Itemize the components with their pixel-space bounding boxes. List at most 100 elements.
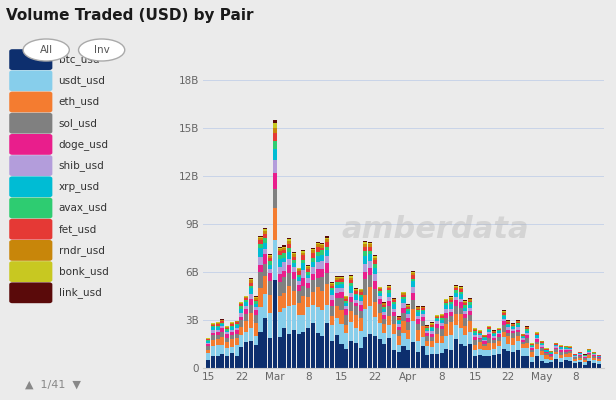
Bar bbox=[254, 300, 257, 302]
Bar bbox=[263, 230, 267, 232]
Bar bbox=[440, 336, 444, 343]
Bar bbox=[311, 274, 315, 280]
Bar bbox=[349, 341, 353, 368]
Bar bbox=[535, 335, 539, 338]
Bar bbox=[392, 334, 396, 350]
Bar bbox=[535, 333, 539, 334]
Bar bbox=[296, 281, 301, 285]
Bar bbox=[320, 277, 325, 291]
Bar bbox=[444, 300, 448, 302]
Bar bbox=[296, 303, 301, 315]
Bar bbox=[282, 250, 286, 253]
Bar bbox=[454, 288, 458, 290]
Bar bbox=[334, 306, 339, 318]
Bar bbox=[311, 267, 315, 274]
Bar bbox=[540, 347, 544, 348]
Bar bbox=[521, 348, 525, 356]
Bar bbox=[278, 249, 282, 251]
Bar bbox=[554, 346, 558, 348]
Bar bbox=[578, 356, 582, 358]
Bar bbox=[573, 359, 577, 361]
Bar bbox=[397, 330, 401, 336]
Bar bbox=[387, 293, 391, 297]
Bar bbox=[482, 336, 487, 337]
Bar bbox=[406, 309, 410, 311]
Bar bbox=[383, 312, 386, 315]
Bar bbox=[402, 292, 405, 293]
Bar bbox=[311, 292, 315, 305]
Bar bbox=[373, 255, 377, 256]
Bar bbox=[244, 314, 248, 321]
Bar bbox=[463, 303, 468, 305]
Bar bbox=[230, 332, 234, 334]
Bar bbox=[311, 258, 315, 262]
Bar bbox=[320, 245, 325, 248]
Bar bbox=[506, 336, 511, 344]
Bar bbox=[263, 228, 267, 230]
Bar bbox=[578, 355, 582, 356]
Bar bbox=[425, 336, 429, 341]
Bar bbox=[216, 328, 220, 330]
Bar bbox=[383, 302, 386, 303]
Bar bbox=[459, 292, 463, 294]
Bar bbox=[549, 360, 553, 362]
Bar bbox=[306, 272, 310, 275]
Bar bbox=[349, 310, 353, 322]
Bar bbox=[230, 334, 234, 339]
Bar bbox=[383, 309, 386, 312]
Bar bbox=[569, 352, 572, 353]
Bar bbox=[225, 329, 229, 331]
Bar bbox=[545, 359, 548, 363]
Bar bbox=[378, 296, 382, 299]
Bar bbox=[325, 273, 329, 284]
Bar bbox=[263, 294, 267, 318]
Bar bbox=[402, 299, 405, 304]
Bar bbox=[496, 328, 501, 329]
Bar bbox=[320, 244, 325, 245]
Bar bbox=[206, 353, 210, 360]
Bar bbox=[354, 306, 358, 315]
Bar bbox=[263, 264, 267, 276]
Bar bbox=[315, 247, 320, 252]
Bar bbox=[397, 352, 401, 368]
Bar bbox=[292, 257, 296, 260]
Bar bbox=[306, 307, 310, 328]
Bar bbox=[482, 346, 487, 350]
Bar bbox=[449, 309, 453, 312]
Bar bbox=[454, 306, 458, 314]
Bar bbox=[278, 247, 282, 248]
Bar bbox=[435, 342, 439, 354]
Bar bbox=[363, 242, 367, 244]
Bar bbox=[525, 328, 529, 330]
Bar bbox=[421, 317, 424, 321]
Bar bbox=[478, 355, 482, 368]
Bar bbox=[435, 320, 439, 321]
Text: eth_usd: eth_usd bbox=[59, 96, 100, 108]
Bar bbox=[383, 307, 386, 309]
Bar bbox=[354, 290, 358, 291]
Bar bbox=[530, 362, 534, 368]
Text: bonk_usd: bonk_usd bbox=[59, 266, 108, 277]
Bar bbox=[306, 266, 310, 267]
Bar bbox=[416, 307, 420, 309]
Bar bbox=[211, 328, 215, 330]
Bar bbox=[378, 324, 382, 339]
Bar bbox=[549, 354, 553, 356]
Bar bbox=[259, 288, 262, 307]
Bar bbox=[411, 342, 415, 368]
Bar bbox=[444, 349, 448, 368]
Bar bbox=[349, 275, 353, 276]
Bar bbox=[540, 342, 544, 343]
Bar bbox=[206, 340, 210, 341]
Bar bbox=[402, 297, 405, 299]
Bar bbox=[373, 281, 377, 289]
Bar bbox=[249, 280, 253, 283]
Bar bbox=[230, 327, 234, 330]
Bar bbox=[259, 272, 262, 288]
Bar bbox=[378, 288, 382, 289]
Bar bbox=[330, 288, 334, 290]
Bar bbox=[278, 312, 282, 337]
Bar bbox=[373, 268, 377, 274]
Bar bbox=[301, 253, 306, 255]
Bar bbox=[325, 247, 329, 250]
